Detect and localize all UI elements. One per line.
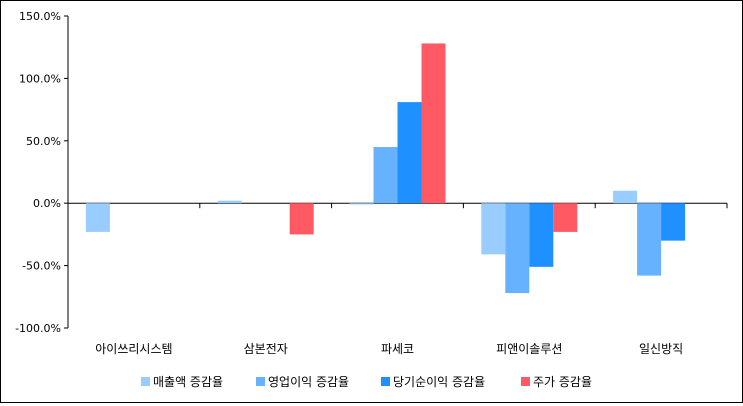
bar (289, 203, 314, 235)
legend-swatch (381, 377, 390, 386)
y-tick-label: 150.0% (19, 10, 61, 23)
bar (373, 147, 398, 204)
bar (637, 203, 662, 276)
x-category-label: 삼본전자 (244, 342, 288, 356)
y-axis-ticks: 150.0% 100.0% 50.0% 0.0% -50.0% -100.0% (15, 10, 68, 335)
legend-swatch (521, 377, 530, 386)
bar (85, 203, 110, 232)
y-tick-label: -50.0% (22, 260, 61, 273)
bars (85, 43, 686, 294)
bar (529, 203, 554, 267)
bar (349, 203, 374, 205)
legend-label: 주가 증감율 (533, 375, 592, 389)
bar (421, 43, 446, 204)
y-tick-label: 50.0% (26, 135, 61, 148)
legend-swatch (256, 377, 265, 386)
bar (661, 203, 686, 241)
bar (505, 203, 530, 294)
bar (553, 203, 578, 232)
legend-swatch (141, 377, 150, 386)
y-tick-label: 0.0% (33, 197, 61, 210)
bar (481, 203, 506, 255)
x-category-label: 일신방직 (639, 342, 683, 356)
x-axis-categories: 아이쓰리시스템 삼본전자 파세코 피앤이솔루션 일신방직 (95, 342, 683, 356)
legend-label: 매출액 증감율 (153, 375, 223, 389)
x-category-label: 파세코 (381, 342, 414, 356)
legend: 매출액 증감율 영업이익 증감율 당기순이익 증감율 주가 증감율 (141, 375, 592, 389)
x-category-label: 아이쓰리시스템 (95, 342, 172, 356)
legend-label: 영업이익 증감율 (268, 375, 349, 389)
bar (613, 190, 638, 204)
y-tick-label: 100.0% (19, 72, 61, 85)
bar (217, 200, 242, 204)
x-category-label: 피앤이솔루션 (496, 342, 562, 356)
bar (397, 102, 422, 204)
legend-label: 당기순이익 증감율 (393, 375, 485, 389)
y-tick-label: -100.0% (15, 322, 61, 335)
